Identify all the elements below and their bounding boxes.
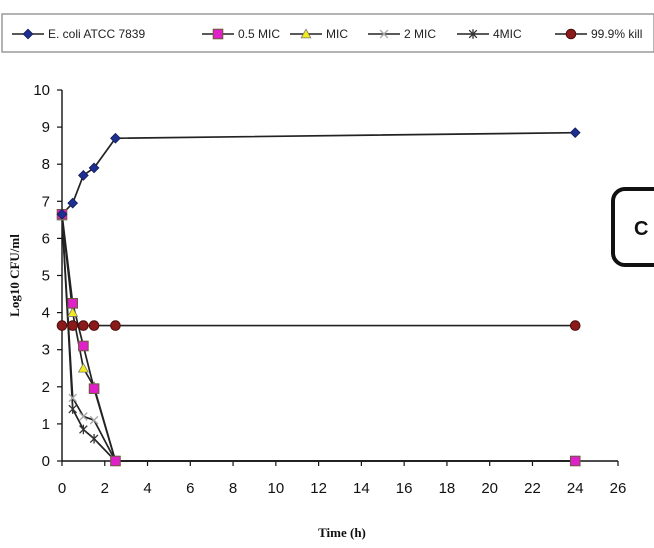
legend-label: MIC [326,27,348,41]
series-line [61,216,576,462]
data-point [110,455,121,467]
series-line [61,216,576,462]
x-tick-label: 8 [229,480,237,497]
data-point [569,455,581,467]
x-axis-title: Time (h) [318,525,366,540]
data-point [67,320,78,331]
legend-item: 4MIC [457,27,522,41]
data-point [110,320,121,331]
y-tick-label: 6 [42,230,50,247]
panel-label-text: C [634,218,648,240]
x-tick-label: 16 [396,480,413,497]
data-point [88,320,100,331]
data-point [569,127,581,139]
series-line [61,131,576,215]
x-tick-label: 2 [101,480,109,497]
legend-label: E. coli ATCC 7839 [48,27,145,41]
legend-marker [22,28,34,40]
series-line [61,214,576,462]
x-tick-label: 24 [567,480,584,497]
data-point [67,298,78,309]
legend-item: 0.5 MIC [202,27,280,41]
x-tick-label: 10 [268,480,285,497]
series-line [61,216,576,462]
panel-label-box [611,187,654,267]
x-tick-label: 14 [353,480,370,497]
x-tick-label: 4 [143,480,151,497]
data-point [68,393,78,403]
data-point [56,320,68,331]
legend-frame [1,13,654,53]
data-point [89,415,99,425]
data-point [569,320,581,331]
data-point [110,132,121,144]
data-point [79,412,88,421]
legend-label: 4MIC [493,27,522,41]
y-tick-label: 7 [42,193,50,210]
legend-marker [565,28,577,40]
data-point [67,306,79,317]
y-tick-label: 1 [42,416,50,433]
legend-label: 2 MIC [404,27,436,41]
panel-label: C [611,187,654,267]
y-tick-label: 3 [42,342,50,359]
data-point [88,162,100,174]
x-tick-label: 0 [58,480,66,497]
x-tick-label: 12 [310,480,327,497]
legend: E. coli ATCC 7839 0.5 MIC MIC 2 MIC 4MIC 99.9… [1,13,654,53]
data-point [89,433,99,444]
data-point [78,340,89,352]
y-tick-label: 10 [33,82,50,99]
legend-label: 0.5 MIC [238,27,280,41]
x-tick-label: 20 [481,480,498,497]
legend-marker [379,29,389,39]
legend-item: E. coli ATCC 7839 [12,27,145,41]
legend-label: 99.9% kill [591,27,642,41]
legend-item: 2 MIC [368,27,436,41]
y-axis-title: Log10 CFU/ml [7,234,22,317]
legend-item: 99.9% kill [555,27,642,41]
data-point [67,197,79,209]
y-tick-label: 4 [42,305,50,322]
x-tick-label: 6 [186,480,194,497]
data-point [56,208,68,220]
legend-item: MIC [290,27,348,41]
data-point [68,404,77,414]
y-tick-label: 2 [42,379,50,396]
legend-marker [300,28,312,39]
data-point [79,424,88,435]
x-tick-label: 18 [439,480,456,497]
data-point [78,320,89,331]
y-tick-label: 0 [42,453,50,470]
y-tick-label: 5 [42,268,50,285]
y-tick-label: 9 [42,119,50,136]
data-point [88,383,100,394]
data-point [77,362,89,373]
x-tick-label: 22 [524,480,541,497]
legend-marker [468,29,478,39]
y-tick-label: 8 [42,156,50,173]
data-point [78,169,89,181]
legend-marker [212,28,224,40]
x-tick-label: 26 [610,480,627,497]
